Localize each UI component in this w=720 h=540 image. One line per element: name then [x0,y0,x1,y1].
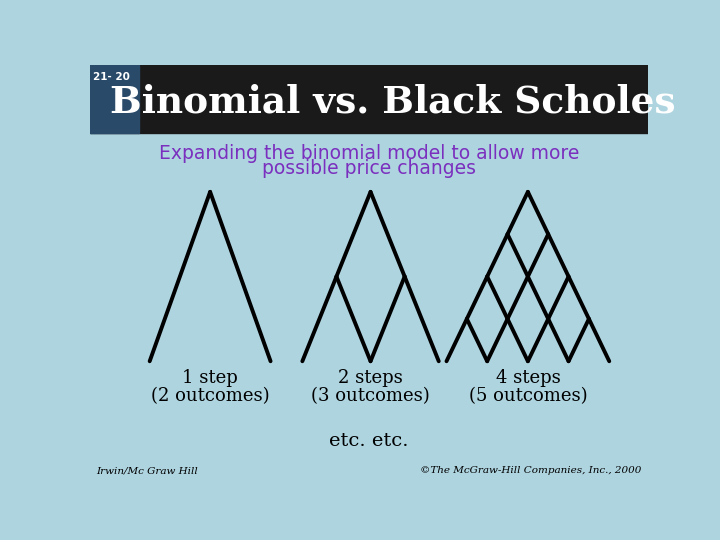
Bar [90,65,139,132]
Bar [90,65,648,132]
Text: 1 step: 1 step [182,369,238,387]
Text: Binomial vs. Black Scholes: Binomial vs. Black Scholes [109,83,675,120]
Text: Irwin/Mc Graw Hill: Irwin/Mc Graw Hill [96,466,198,475]
Text: etc. etc.: etc. etc. [329,432,409,450]
Text: 2 steps: 2 steps [338,369,403,387]
Text: ©The McGraw-Hill Companies, Inc., 2000: ©The McGraw-Hill Companies, Inc., 2000 [420,466,642,475]
Text: (3 outcomes): (3 outcomes) [311,387,430,404]
Text: 21- 20: 21- 20 [93,72,130,83]
Text: possible price changes: possible price changes [262,159,476,178]
Text: Expanding the binomial model to allow more: Expanding the binomial model to allow mo… [159,144,579,163]
Text: (2 outcomes): (2 outcomes) [150,387,269,404]
Text: 4 steps: 4 steps [495,369,560,387]
Text: (5 outcomes): (5 outcomes) [469,387,588,404]
